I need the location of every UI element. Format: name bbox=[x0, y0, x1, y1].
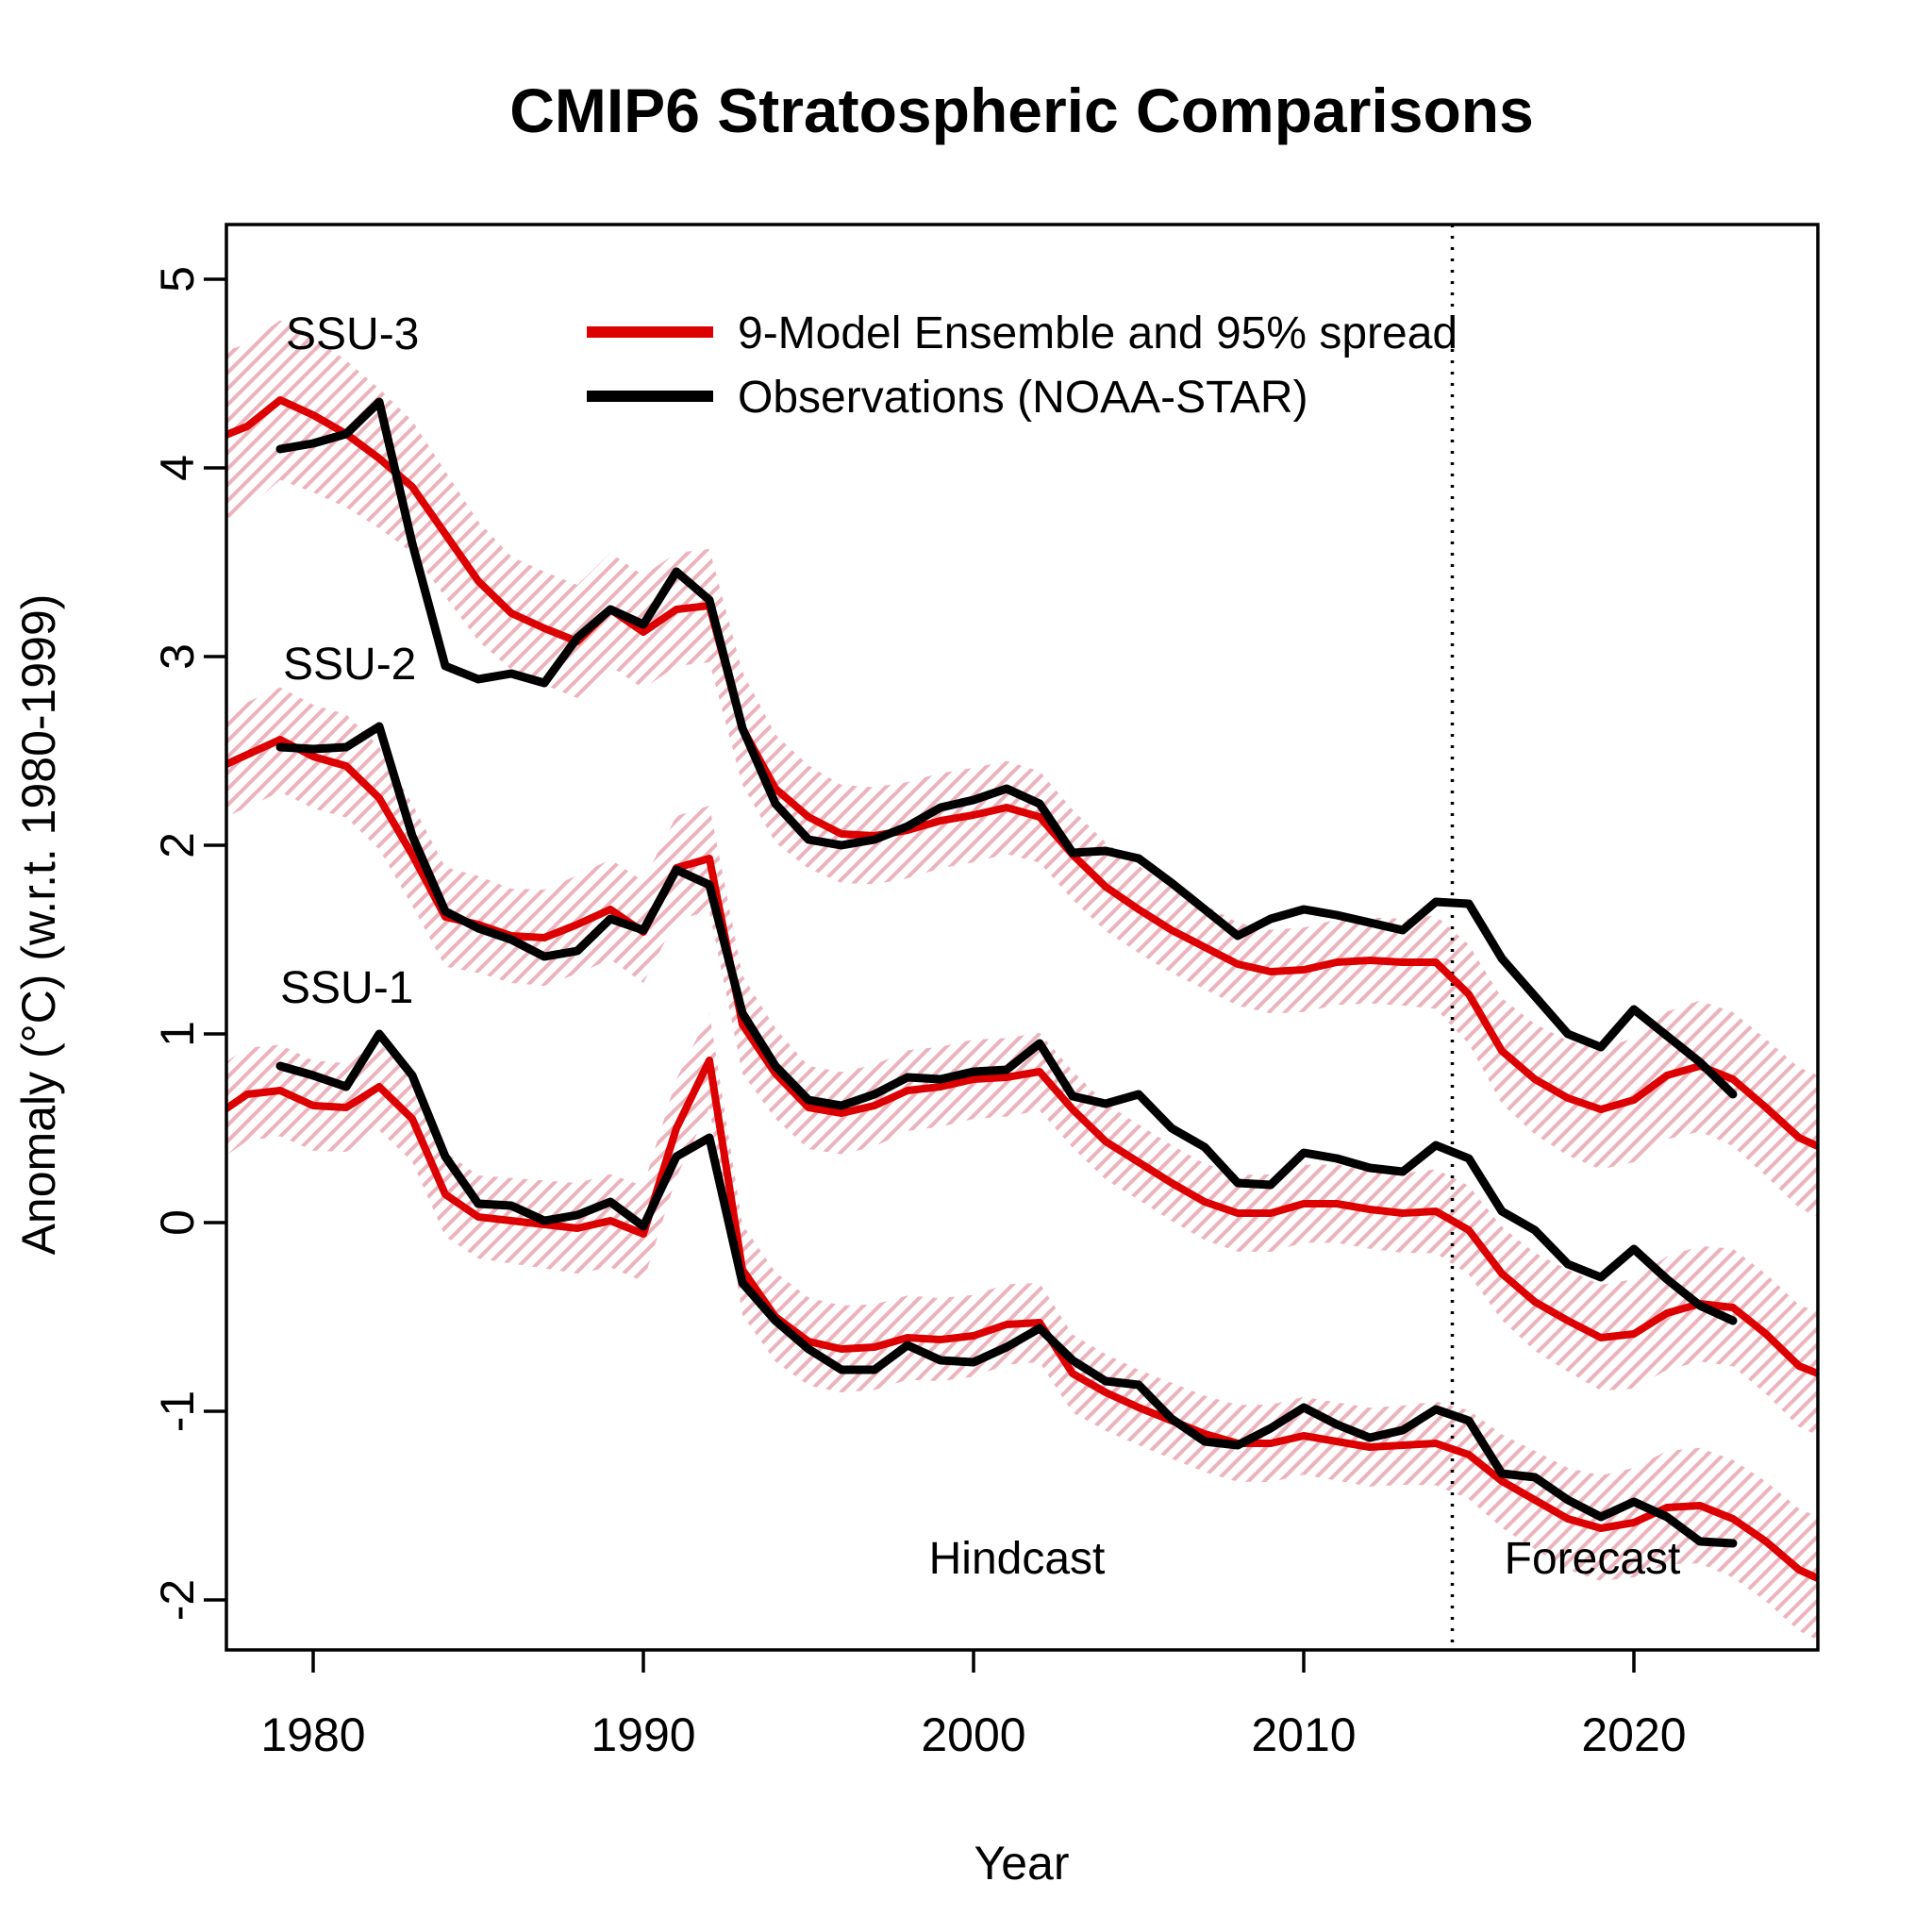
observations-line-ssu-1 bbox=[275, 1029, 1738, 1548]
y-tick-label: 1 bbox=[151, 1021, 204, 1047]
x-tick-label: 1990 bbox=[591, 1708, 695, 1761]
ensemble-line-ssu-1 bbox=[226, 1057, 1818, 1583]
x-tick-label: 2010 bbox=[1251, 1708, 1356, 1761]
y-tick-label: -1 bbox=[151, 1391, 204, 1432]
y-tick-label: 5 bbox=[151, 266, 204, 292]
x-tick-label: 2020 bbox=[1581, 1708, 1686, 1761]
series-label-ssu1: SSU-1 bbox=[280, 963, 413, 1013]
y-tick-label: -2 bbox=[151, 1579, 204, 1621]
series-label-ssu3: SSU-3 bbox=[286, 309, 419, 359]
y-tick-label: 2 bbox=[151, 832, 204, 858]
x-tick-label: 1980 bbox=[260, 1708, 365, 1761]
y-tick-label: 0 bbox=[151, 1209, 204, 1236]
legend-label-ensemble: 9-Model Ensemble and 95% spread bbox=[738, 308, 1457, 358]
spread-bands bbox=[226, 320, 1818, 1641]
observations-line-ssu-2 bbox=[275, 722, 1738, 1325]
x-tick-label: 2000 bbox=[921, 1708, 1025, 1761]
data-curves bbox=[226, 396, 1818, 1583]
y-axis-label: Anomaly (°C) (w.r.t. 1980-1999) bbox=[12, 594, 65, 1256]
y-tick-label: 3 bbox=[151, 643, 204, 670]
y-tick-label: 4 bbox=[151, 455, 204, 481]
x-axis-label: Year bbox=[974, 1837, 1069, 1890]
plot-frame bbox=[225, 223, 1820, 1652]
axes: 1980 1990 2000 2010 2020 5 4 3 2 1 0 -1 -2 bbox=[151, 223, 1820, 1761]
spread-band-ssu-3 bbox=[226, 320, 1818, 1218]
forecast-label: Forecast bbox=[1505, 1534, 1681, 1584]
observations-line-ssu-3 bbox=[275, 397, 1738, 1099]
legend-label-observations: Observations (NOAA-STAR) bbox=[738, 373, 1308, 423]
series-label-ssu2: SSU-2 bbox=[283, 640, 416, 690]
ensemble-line-ssu-3 bbox=[226, 396, 1818, 1151]
hindcast-label: Hindcast bbox=[929, 1534, 1106, 1584]
chart-title: CMIP6 Stratospheric Comparisons bbox=[509, 75, 1534, 145]
legend: 9-Model Ensemble and 95% spread Observat… bbox=[587, 308, 1457, 423]
